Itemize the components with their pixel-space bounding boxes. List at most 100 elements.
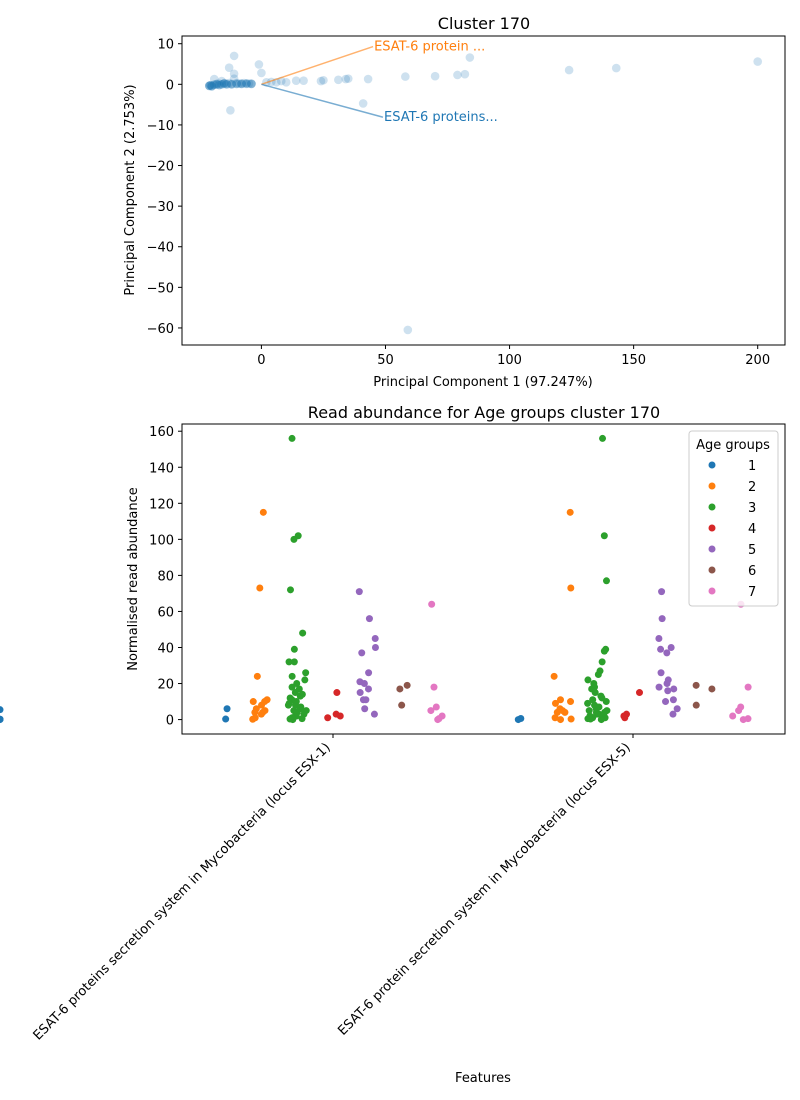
loading-vector xyxy=(261,83,384,118)
data-point xyxy=(663,649,671,657)
data-point xyxy=(663,680,671,688)
data-point xyxy=(584,699,592,707)
data-point xyxy=(227,79,236,89)
data-point xyxy=(237,79,246,88)
data-point xyxy=(257,710,265,718)
data-point xyxy=(564,65,574,75)
y-tick-label: −10 xyxy=(147,119,174,134)
data-point xyxy=(655,634,663,642)
y-axis-label: Principal Component 2 (2.753%) xyxy=(123,84,138,295)
data-point xyxy=(207,82,217,91)
data-point xyxy=(398,701,406,709)
data-point xyxy=(302,669,310,677)
legend-marker xyxy=(708,566,716,574)
x-tick-label: ESAT-6 protein secretion system in Mycob… xyxy=(335,740,633,1038)
data-point xyxy=(237,79,246,89)
data-point xyxy=(239,78,249,88)
y-axis-label: Normalised read abundance xyxy=(126,487,141,671)
data-point xyxy=(209,74,219,84)
data-point xyxy=(664,687,672,695)
data-point xyxy=(662,698,670,706)
data-point xyxy=(224,78,234,88)
legend-marker xyxy=(708,482,716,490)
data-point xyxy=(355,588,363,596)
data-point xyxy=(284,701,292,709)
data-point xyxy=(222,80,231,90)
data-point xyxy=(434,716,442,724)
data-point xyxy=(324,714,332,722)
data-point xyxy=(432,703,440,711)
data-point xyxy=(600,532,608,540)
data-point xyxy=(224,63,234,72)
data-point xyxy=(657,669,665,677)
data-point xyxy=(550,672,558,680)
data-point xyxy=(319,75,328,85)
data-point xyxy=(242,79,251,88)
data-point xyxy=(364,685,372,693)
y-tick-label: 100 xyxy=(149,533,174,548)
legend-marker xyxy=(708,503,716,511)
y-tick-label: 140 xyxy=(149,461,174,476)
data-point xyxy=(729,712,737,720)
data-point xyxy=(365,669,373,677)
data-point xyxy=(229,69,239,79)
data-point xyxy=(296,692,304,700)
data-point xyxy=(567,715,575,723)
data-point xyxy=(401,72,410,81)
data-point xyxy=(371,634,379,642)
data-point xyxy=(428,600,436,608)
legend-box xyxy=(688,430,779,607)
data-point xyxy=(430,683,438,691)
chart-title: Read abundance for Age groups cluster 17… xyxy=(308,403,660,422)
data-point xyxy=(692,701,700,709)
data-point xyxy=(567,698,575,706)
legend-marker xyxy=(708,587,716,595)
data-point xyxy=(219,79,229,88)
y-tick-label: 40 xyxy=(157,641,174,656)
legend-marker xyxy=(708,461,716,469)
data-point xyxy=(316,76,326,86)
x-tick-label: ESAT-6 proteins secretion system in Myco… xyxy=(31,740,334,1043)
data-point xyxy=(212,80,222,90)
data-point xyxy=(299,76,308,85)
data-point xyxy=(227,80,236,89)
pca-points xyxy=(204,51,763,335)
data-point xyxy=(209,80,219,90)
data-point xyxy=(222,79,231,89)
data-point xyxy=(285,658,293,666)
data-point xyxy=(567,584,575,592)
y-tick-label: −40 xyxy=(147,241,174,256)
data-point xyxy=(256,584,264,592)
data-point xyxy=(232,79,241,89)
data-point xyxy=(599,434,607,442)
data-point xyxy=(204,81,214,90)
data-point xyxy=(290,535,298,543)
loading-label: ESAT-6 proteins... xyxy=(384,110,498,125)
data-point xyxy=(600,647,608,655)
strip-points xyxy=(0,434,752,724)
loading-vector xyxy=(261,45,374,86)
data-point xyxy=(584,676,592,684)
x-tick-label: 200 xyxy=(745,353,770,368)
data-point xyxy=(259,508,267,516)
y-tick-label: 160 xyxy=(149,425,174,440)
data-point xyxy=(234,79,244,88)
data-point xyxy=(288,672,296,680)
data-point xyxy=(244,79,254,88)
data-point xyxy=(602,577,610,585)
data-point xyxy=(290,658,298,666)
data-point xyxy=(553,708,561,716)
data-point xyxy=(744,683,752,691)
plot-frame xyxy=(181,423,786,735)
legend-label: 7 xyxy=(748,585,756,600)
data-point xyxy=(358,99,368,108)
legend-label: 1 xyxy=(748,459,756,474)
x-tick-label: 50 xyxy=(377,353,394,368)
data-point xyxy=(370,710,378,718)
data-point xyxy=(207,81,217,91)
legend-title: Age groups xyxy=(696,438,770,453)
y-tick-label: 10 xyxy=(157,38,174,53)
data-point xyxy=(258,701,266,709)
data-point xyxy=(341,74,351,84)
x-axis-label: Features xyxy=(455,1071,511,1086)
